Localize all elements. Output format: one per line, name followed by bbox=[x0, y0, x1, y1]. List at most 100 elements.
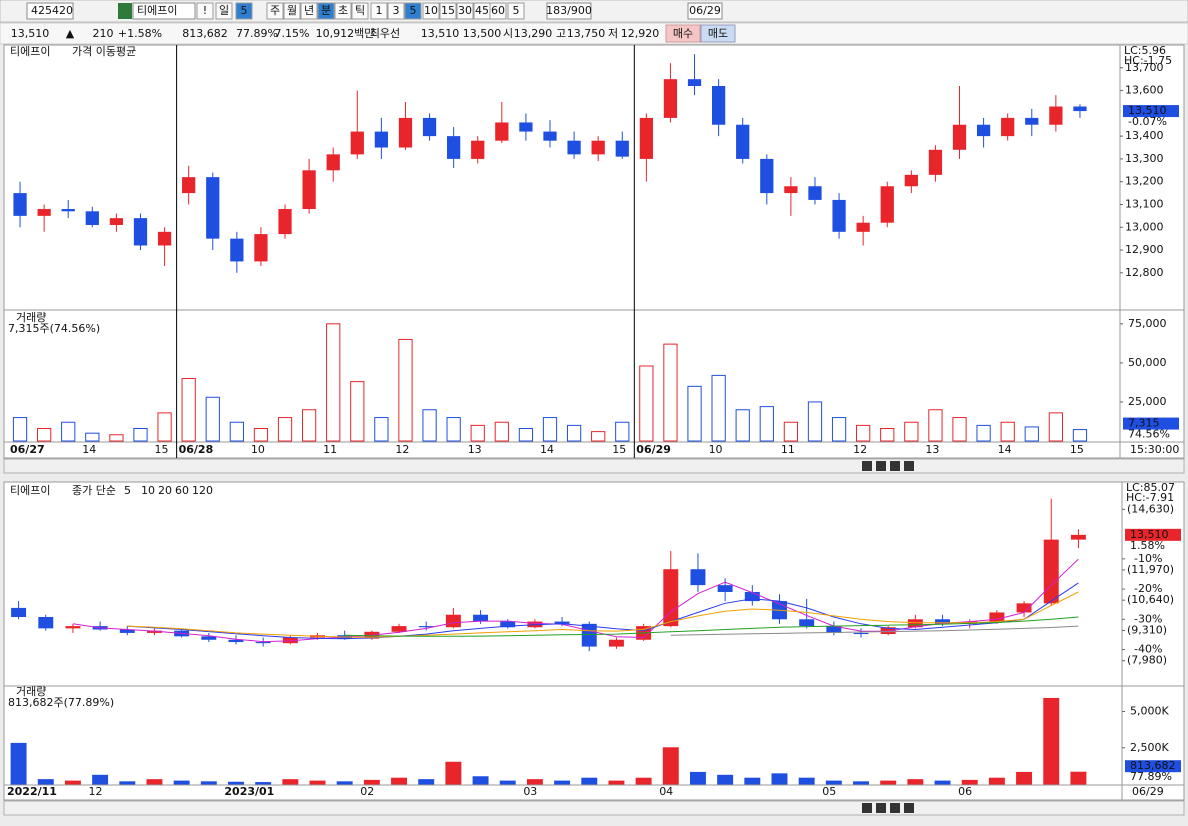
candle-body bbox=[687, 79, 702, 87]
volume-bar bbox=[205, 396, 220, 442]
toolbar-button[interactable] bbox=[489, 2, 507, 20]
toolbar-button-label: 15 bbox=[441, 4, 455, 17]
toolbar-button[interactable] bbox=[370, 2, 388, 20]
candle-body bbox=[581, 623, 597, 647]
x-tick-label: 02 bbox=[360, 785, 374, 798]
volume-bar bbox=[499, 780, 516, 785]
toolbar-button-label: ! bbox=[203, 4, 207, 17]
x-tick-label: 2023/01 bbox=[224, 785, 274, 798]
control[interactable] bbox=[890, 803, 900, 813]
candle-body bbox=[13, 193, 27, 216]
control[interactable] bbox=[904, 461, 914, 471]
control[interactable] bbox=[862, 461, 872, 471]
volume-bar bbox=[856, 424, 871, 442]
toolbar-button[interactable] bbox=[404, 2, 422, 20]
volume-bar bbox=[61, 421, 76, 442]
toolbar-button[interactable] bbox=[456, 2, 474, 20]
candle-body bbox=[146, 630, 162, 633]
code-input[interactable] bbox=[26, 2, 74, 20]
toolbar-button[interactable] bbox=[196, 2, 214, 20]
volume-bar bbox=[1072, 429, 1088, 442]
end-label: 15:30:00 bbox=[1130, 443, 1179, 456]
toolbar-button[interactable] bbox=[215, 2, 233, 20]
volume-bar bbox=[277, 417, 293, 442]
volume-bar bbox=[1070, 771, 1087, 785]
candle-body bbox=[799, 619, 815, 627]
candle-body bbox=[350, 131, 364, 155]
scroll-controls[interactable] bbox=[862, 461, 914, 813]
candle-body bbox=[228, 639, 244, 643]
volume-bar bbox=[663, 343, 678, 442]
toolbar-button[interactable] bbox=[422, 2, 440, 20]
toolbar-button[interactable] bbox=[439, 2, 457, 20]
x-tick-label: 06 bbox=[958, 785, 972, 798]
candle-body bbox=[1073, 106, 1087, 112]
candle-body bbox=[157, 231, 172, 246]
toolbar-button[interactable] bbox=[266, 2, 284, 20]
volume-bar bbox=[229, 421, 244, 442]
control[interactable] bbox=[876, 461, 886, 471]
toolbar-button[interactable] bbox=[387, 2, 405, 20]
toolbar-button[interactable] bbox=[351, 2, 369, 20]
buy-button[interactable] bbox=[665, 24, 701, 43]
x-tick-label: 15 bbox=[155, 443, 169, 456]
x-tick-label: 11 bbox=[323, 443, 337, 456]
toolbar-button[interactable] bbox=[334, 2, 352, 20]
toolbar-button-label: 30 bbox=[458, 4, 472, 17]
toolbar-button[interactable] bbox=[283, 2, 301, 20]
toolbar-button[interactable] bbox=[235, 2, 253, 20]
control[interactable] bbox=[876, 803, 886, 813]
candle-body bbox=[615, 140, 629, 157]
toolbar-button[interactable] bbox=[317, 2, 335, 20]
volume-bar bbox=[446, 417, 461, 442]
candle-body bbox=[717, 585, 733, 592]
volume-bar bbox=[689, 771, 706, 785]
pct-tick-label: -30% bbox=[1134, 612, 1162, 625]
content: 425420 티에프이! 일 5 주 월 년 분 초 틱 1 3 5 10 15 30 45 60 5 183/900… bbox=[7, 2, 1181, 798]
volume-tick-label: 75,000 bbox=[1128, 317, 1167, 330]
candle-body bbox=[85, 211, 99, 225]
scrollbar[interactable] bbox=[3, 458, 1185, 474]
pct-tick-label: -20% bbox=[1134, 582, 1162, 595]
scrollbar[interactable] bbox=[3, 800, 1185, 816]
control[interactable] bbox=[904, 803, 914, 813]
toolbar-button-label: 3 bbox=[393, 4, 400, 17]
volume-bar bbox=[831, 417, 847, 442]
control[interactable] bbox=[862, 803, 872, 813]
candle-body bbox=[543, 131, 557, 141]
volume-bar bbox=[907, 779, 924, 785]
quote-field: 저 bbox=[608, 27, 618, 40]
volume-bar bbox=[711, 374, 726, 442]
toolbar-button[interactable] bbox=[300, 2, 318, 20]
volume-bar bbox=[64, 780, 81, 785]
volume-bar bbox=[526, 779, 543, 785]
date-input[interactable] bbox=[687, 2, 723, 20]
toolbar-button-label: 5 bbox=[410, 4, 417, 17]
volume-bar bbox=[639, 365, 654, 442]
candle-body bbox=[880, 186, 894, 223]
candle-body bbox=[567, 140, 581, 155]
candle-body bbox=[880, 627, 896, 635]
x-tick-label: 14 bbox=[82, 443, 96, 456]
moving-average bbox=[127, 582, 1079, 640]
sell-button[interactable] bbox=[700, 24, 736, 43]
candle-body bbox=[736, 124, 750, 159]
x-tick-label: 06/29 bbox=[636, 443, 671, 456]
y-tick-label: 12,800 bbox=[1125, 266, 1164, 279]
candle-body bbox=[853, 632, 869, 635]
volume-title: 거래량 bbox=[16, 311, 46, 324]
control[interactable] bbox=[890, 461, 900, 471]
volume-bar bbox=[518, 428, 534, 442]
toolbar-button[interactable] bbox=[507, 2, 525, 20]
volume-bar bbox=[282, 779, 299, 785]
volume-bar bbox=[542, 417, 558, 442]
candle-body bbox=[201, 636, 217, 640]
volume-bar bbox=[146, 779, 163, 785]
volume-bar bbox=[783, 421, 799, 442]
candle-body bbox=[495, 122, 509, 141]
name-input[interactable] bbox=[132, 2, 196, 20]
volume-bar bbox=[566, 424, 582, 442]
x-tick-label: 04 bbox=[659, 785, 673, 798]
